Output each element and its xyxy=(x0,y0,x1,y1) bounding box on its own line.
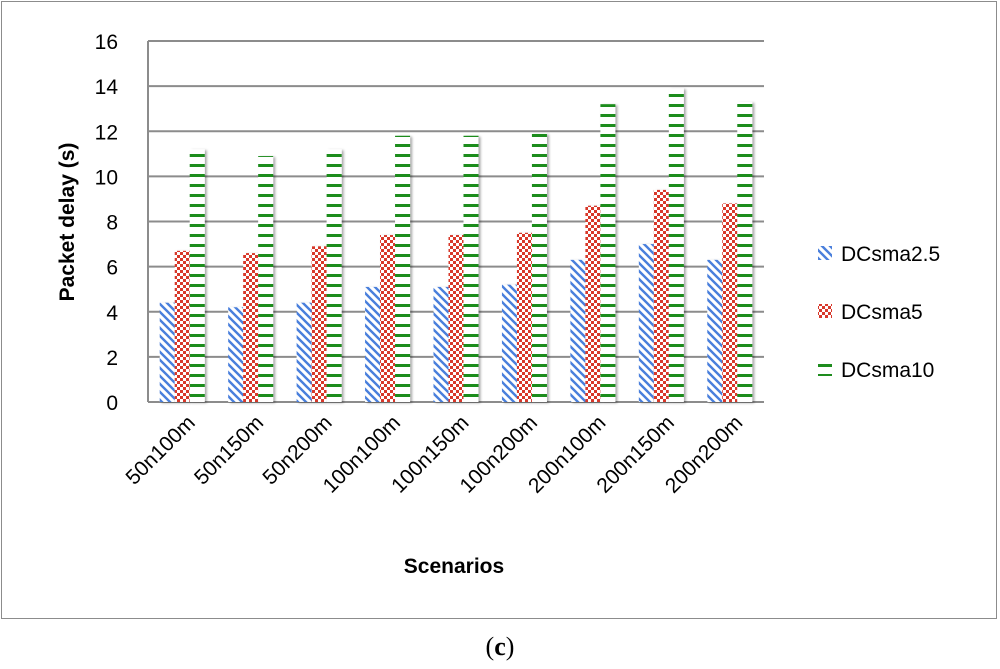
y-tick-label: 2 xyxy=(106,347,118,370)
bar-dcsma5-50n150m xyxy=(243,253,259,402)
bar-dcsma5-100n200m xyxy=(516,232,532,402)
y-tick-label: 12 xyxy=(95,121,118,144)
y-tick-labels: 0 2 4 6 8 10 12 14 16 xyxy=(95,31,119,415)
bar-dcsma10-100n200m xyxy=(531,133,547,402)
bar-dcsma10-50n100m xyxy=(189,149,205,402)
bar-dcsma10-50n200m xyxy=(326,149,342,402)
legend-swatch xyxy=(818,304,832,318)
y-tick-label: 16 xyxy=(95,31,118,54)
legend-swatch xyxy=(818,246,832,260)
y-tick-label: 0 xyxy=(106,392,118,415)
bar-chart: 0 2 4 6 8 10 12 14 16 50n100m50n150m50n200m100n1… xyxy=(56,31,940,578)
bar-dcsma5-100n100m xyxy=(380,235,396,402)
legend: DCsma2.5 DCsma5 DCsma10 xyxy=(818,243,940,382)
bar-dcsma5-200n150m xyxy=(653,189,669,402)
bar-dcsma5-200n100m xyxy=(585,205,601,402)
bar-dcsma10-50n150m xyxy=(258,156,274,402)
y-tick-label: 8 xyxy=(106,212,118,235)
bar-dcsma2-5-50n100m xyxy=(159,302,175,402)
x-axis-title: Scenarios xyxy=(404,555,504,578)
x-tick-labels: 50n100m50n150m50n200m100n100m100n150m100… xyxy=(122,411,748,497)
y-tick-label: 6 xyxy=(106,257,118,280)
legend-label: DCsma5 xyxy=(841,301,923,324)
y-axis-title: Packet delay (s) xyxy=(56,143,79,302)
y-tick-label: 4 xyxy=(106,302,118,325)
bar-dcsma10-200n150m xyxy=(668,88,684,402)
y-tick-label: 14 xyxy=(95,76,119,99)
legend-label: DCsma10 xyxy=(841,359,934,382)
bar-dcsma2-5-100n150m xyxy=(433,286,449,402)
bar-dcsma10-100n150m xyxy=(463,135,479,402)
bar-dcsma5-50n200m xyxy=(311,246,327,402)
caption-close-paren: ) xyxy=(505,632,515,661)
caption-letter: c xyxy=(494,632,506,661)
bar-dcsma2-5-50n200m xyxy=(296,302,312,402)
legend-label: DCsma2.5 xyxy=(841,243,940,266)
bar-dcsma2-5-200n100m xyxy=(570,259,586,402)
legend-swatch xyxy=(818,362,832,376)
bar-dcsma10-100n100m xyxy=(395,135,411,402)
bar-dcsma2-5-100n100m xyxy=(365,286,381,402)
bar-dcsma5-100n150m xyxy=(448,235,464,402)
y-tick-label: 10 xyxy=(95,166,118,189)
bar-dcsma2-5-200n200m xyxy=(707,259,723,402)
figure-caption: (c) xyxy=(0,632,1000,662)
x-tick-label: 50n150m xyxy=(190,411,268,489)
bar-dcsma10-200n100m xyxy=(600,104,616,403)
bar-dcsma5-50n100m xyxy=(174,250,190,402)
bar-dcsma10-200n200m xyxy=(737,101,753,402)
bar-dcsma5-200n200m xyxy=(722,203,738,402)
bar-dcsma2-5-100n200m xyxy=(501,284,517,402)
bar-dcsma2-5-50n150m xyxy=(228,307,244,402)
x-tick-label: 50n100m xyxy=(122,411,200,489)
bar-dcsma2-5-200n150m xyxy=(638,244,654,402)
bars xyxy=(159,88,753,403)
caption-open-paren: ( xyxy=(485,632,495,661)
